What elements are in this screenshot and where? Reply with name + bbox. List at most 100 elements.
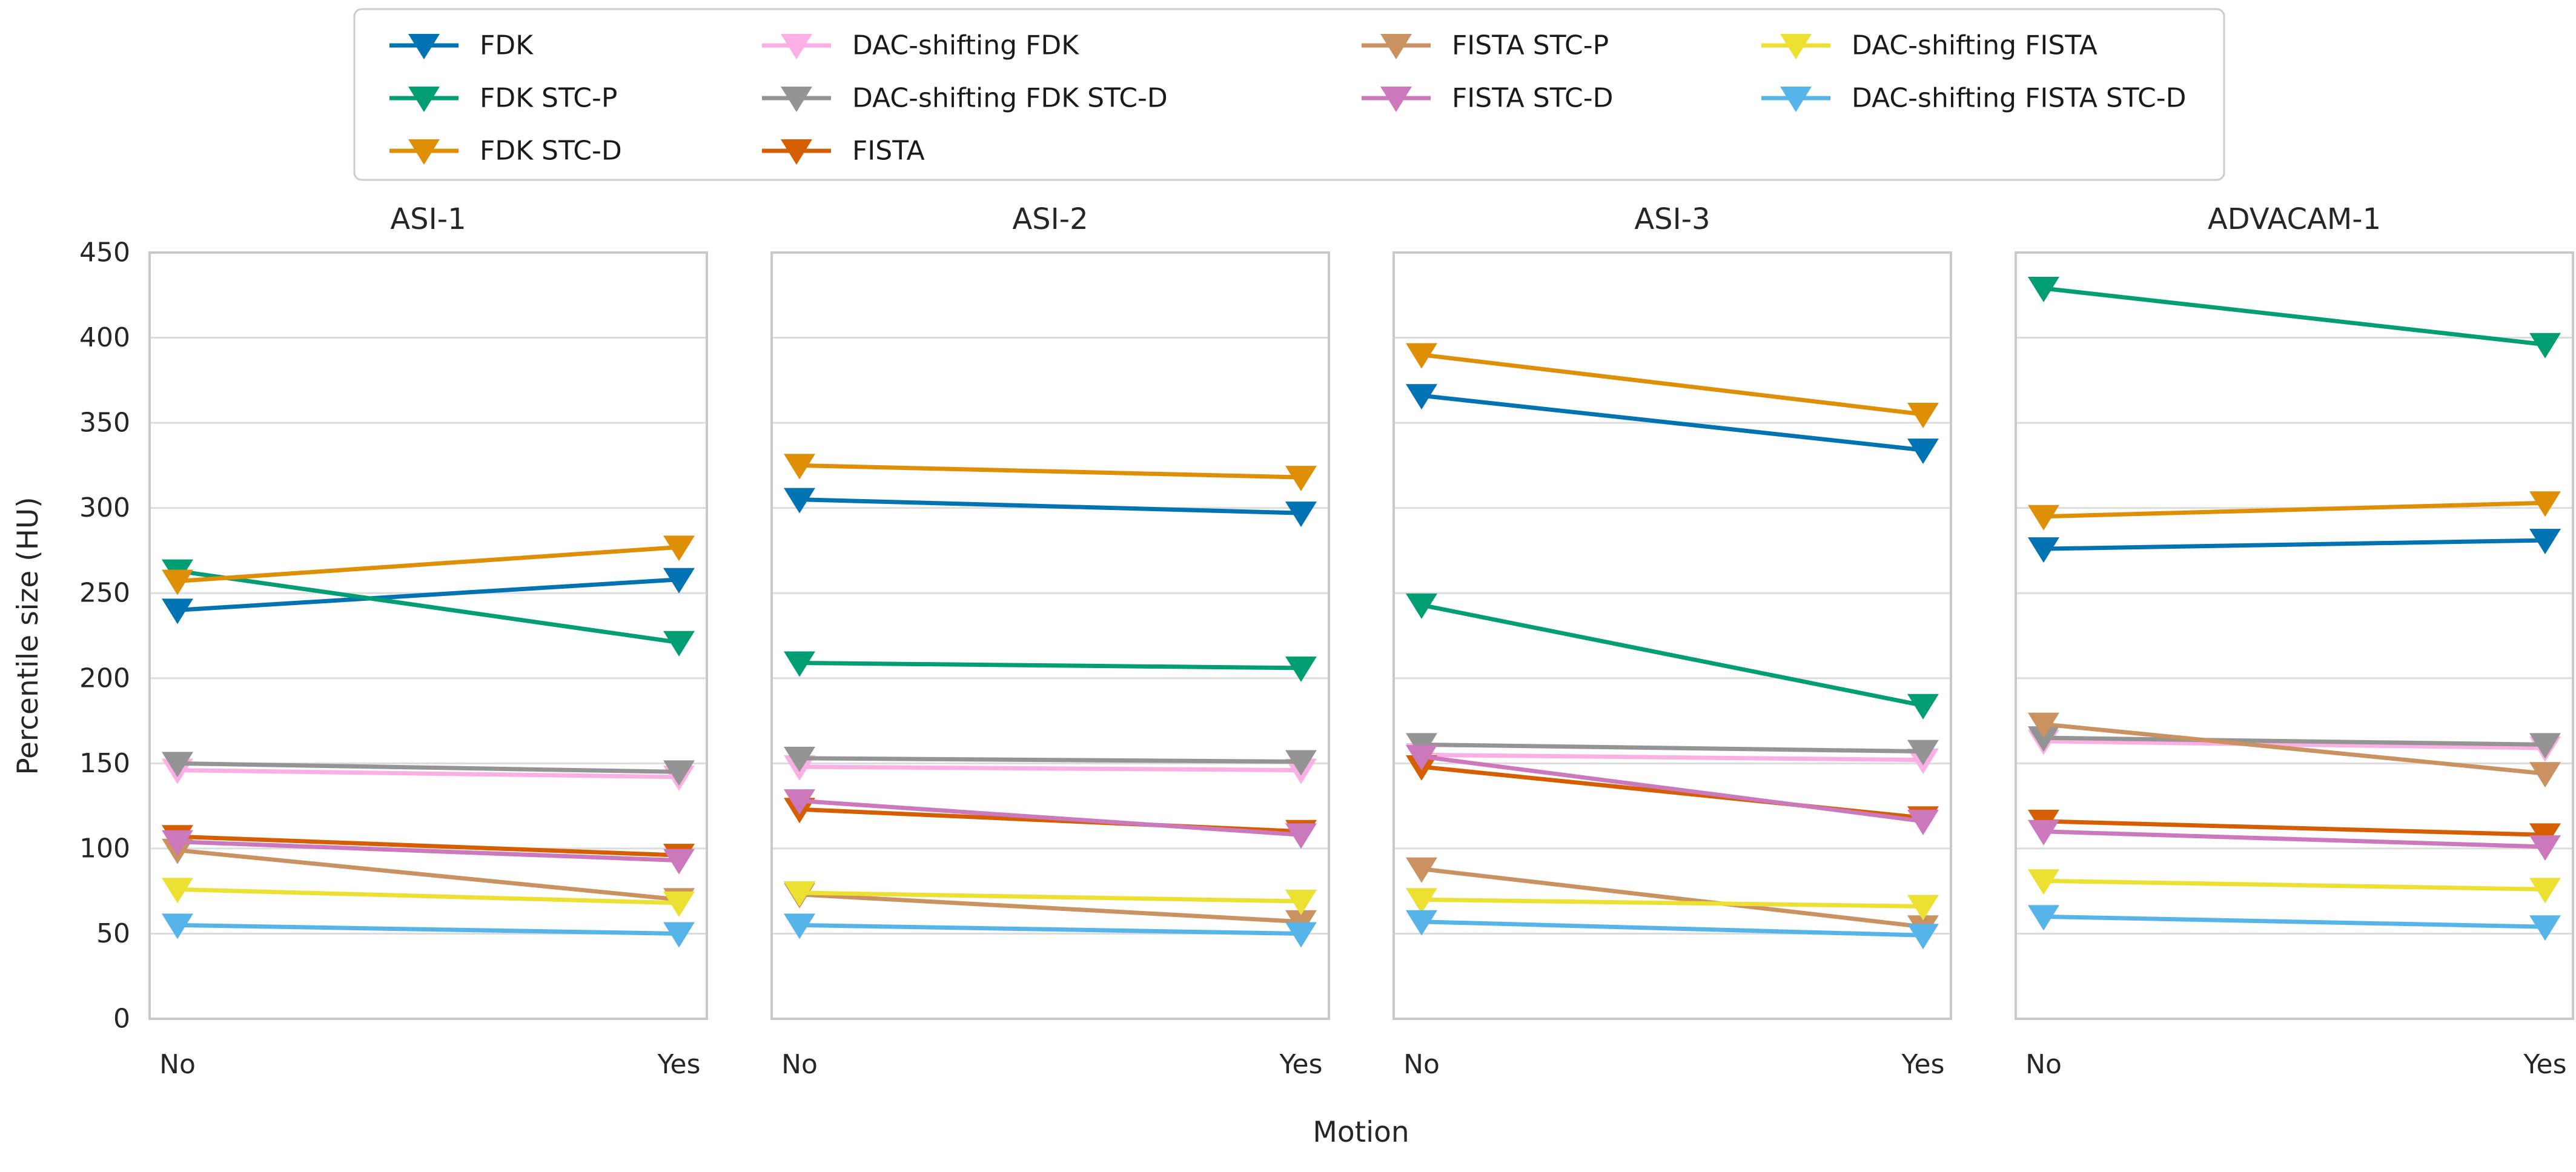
legend-marker-icon xyxy=(781,34,812,59)
series-line xyxy=(177,887,680,905)
series-line xyxy=(1421,603,1924,708)
data-point-marker xyxy=(1285,890,1317,916)
legend-label: DAC-shifting FISTA xyxy=(1852,30,2098,61)
data-point-marker xyxy=(2028,537,2059,563)
data-point-marker xyxy=(2529,762,2561,788)
y-axis-label: Percentile size (HU) xyxy=(12,497,45,775)
series-dac-shifting-fista xyxy=(2028,869,2561,904)
legend-item-fdk-stc-d: FDK STC-D xyxy=(389,136,622,167)
series-line xyxy=(2043,735,2546,747)
series-line xyxy=(1421,393,1924,452)
series-line xyxy=(799,892,1302,924)
series-line xyxy=(177,577,680,612)
series-line xyxy=(177,761,680,774)
series-line xyxy=(2043,722,2546,776)
series-line xyxy=(1421,353,1924,417)
data-point-marker xyxy=(162,752,193,778)
legend-label: FISTA STC-P xyxy=(1452,30,1609,61)
data-point-marker xyxy=(663,891,695,917)
legend-item-fista-stc-d: FISTA STC-D xyxy=(1362,83,1613,114)
subplot-asi-2: ASI-2 No Yes xyxy=(770,202,1330,1080)
series-fista-stc-d xyxy=(2028,819,2561,861)
series-line xyxy=(2043,878,2546,892)
data-point-marker xyxy=(2529,529,2561,555)
legend-marker-icon xyxy=(1380,87,1412,112)
legend-label: DAC-shifting FDK xyxy=(852,30,1079,61)
series-line xyxy=(799,798,1302,837)
legend-item-fdk-stc-p: FDK STC-P xyxy=(389,83,617,114)
series-line xyxy=(799,463,1302,480)
subplot-asi-1: ASI-1 No Yes 0 50 100 150 200 250 300 350 400 450 xyxy=(79,202,708,1080)
series-line xyxy=(177,545,680,584)
y-tick-label: 200 xyxy=(79,663,130,694)
data-point-marker xyxy=(1907,740,1939,766)
series-line xyxy=(2043,739,2546,750)
series-line xyxy=(1421,742,1924,754)
data-point-marker xyxy=(1907,439,1939,465)
series-fdk-stc-d xyxy=(2028,491,2561,531)
series-line xyxy=(177,839,680,863)
series-line xyxy=(177,569,680,645)
data-point-marker xyxy=(663,849,695,875)
plot-frame xyxy=(770,251,1330,1020)
legend-marker-icon xyxy=(408,139,440,165)
series-fdk-stc-p xyxy=(2028,277,2561,359)
data-point-marker xyxy=(784,881,815,907)
legend-marker-icon xyxy=(1780,34,1812,59)
legend-box xyxy=(353,8,2225,181)
data-point-marker xyxy=(1907,809,1939,835)
subplot-grid: ASI-1No Yes050100150200250300350400450ASI… xyxy=(79,202,2574,1080)
data-point-marker xyxy=(2529,835,2561,861)
data-point-marker xyxy=(1406,384,1437,410)
subplot-title: ADVACAM-1 xyxy=(2208,202,2381,236)
data-point-marker xyxy=(1907,924,1939,950)
series-dac-shifting-fdk-stc-d xyxy=(162,752,695,786)
series-fdk-stc-p xyxy=(1406,593,1939,720)
data-point-marker xyxy=(2529,733,2561,759)
series-line xyxy=(2043,829,2546,849)
series-dac-shifting-fista-stc-d xyxy=(1406,910,1939,950)
y-tick-label: 50 xyxy=(96,918,130,949)
data-point-marker xyxy=(1406,745,1437,771)
data-point-marker xyxy=(1285,656,1317,682)
data-point-marker xyxy=(663,568,695,594)
data-point-marker xyxy=(2529,333,2561,359)
x-tick-label: Yes xyxy=(657,1049,700,1080)
data-point-marker xyxy=(784,913,815,939)
series-line xyxy=(1421,754,1924,824)
subplot-title: ASI-1 xyxy=(390,202,466,236)
series-fista-stc-d xyxy=(162,830,695,875)
data-point-marker xyxy=(784,746,815,772)
series-dac-shifting-fdk-stc-d xyxy=(784,746,1317,776)
data-point-marker xyxy=(2028,277,2059,303)
x-tick-label: No xyxy=(2025,1049,2062,1080)
data-point-marker xyxy=(1406,857,1437,883)
data-point-marker xyxy=(784,789,815,815)
subplot-title: ASI-3 xyxy=(1634,202,1710,236)
legend-label: DAC-shifting FISTA STC-D xyxy=(1852,83,2187,114)
data-point-marker xyxy=(784,651,815,677)
legend-item-dac-shifting-fdk: DAC-shifting FDK xyxy=(762,30,1079,61)
data-point-marker xyxy=(162,913,193,939)
legend-item-fista: FISTA xyxy=(762,136,925,167)
series-line xyxy=(799,660,1302,670)
series-line xyxy=(2043,286,2546,347)
data-point-marker xyxy=(2028,819,2059,846)
legend-marker-icon xyxy=(781,87,812,112)
series-line xyxy=(2043,500,2546,519)
x-axis-label: Motion xyxy=(1313,1116,1409,1149)
series-line xyxy=(799,497,1302,515)
series-fdk xyxy=(1406,384,1939,465)
legend-item-fista-stc-p: FISTA STC-P xyxy=(1362,30,1609,61)
legend: FDK FDK STC-P FDK STC-D DAC-shifting FDK DAC… xyxy=(353,8,2225,181)
legend-label: FISTA xyxy=(852,136,925,167)
series-line xyxy=(799,922,1302,936)
series-fdk-stc-d xyxy=(162,535,695,595)
legend-label: FDK STC-P xyxy=(480,83,617,114)
data-point-marker xyxy=(2028,905,2059,931)
data-point-marker xyxy=(1907,403,1939,429)
series-fista xyxy=(162,825,695,870)
legend-item-dac-shifting-fdk-stc-d: DAC-shifting FDK STC-D xyxy=(762,83,1168,114)
